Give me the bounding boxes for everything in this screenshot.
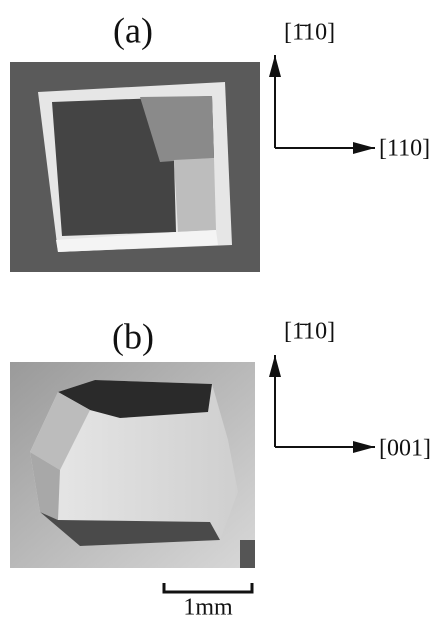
scale-bar [164, 583, 252, 592]
panel-label: (a) [113, 10, 153, 50]
photo-b [10, 362, 255, 568]
axis-label: [1̄10] [284, 20, 335, 46]
panel-label: (b) [112, 316, 154, 356]
axis-label: [110] [379, 136, 430, 162]
photo-a [10, 62, 260, 272]
figure: (a) [1̄10] [110] (b) [1̄10] [001] 1mm [0, 0, 443, 621]
axis-label: [1̄10] [284, 319, 335, 345]
scale-label: 1mm [183, 595, 233, 621]
axis-label: [001] [379, 436, 431, 462]
